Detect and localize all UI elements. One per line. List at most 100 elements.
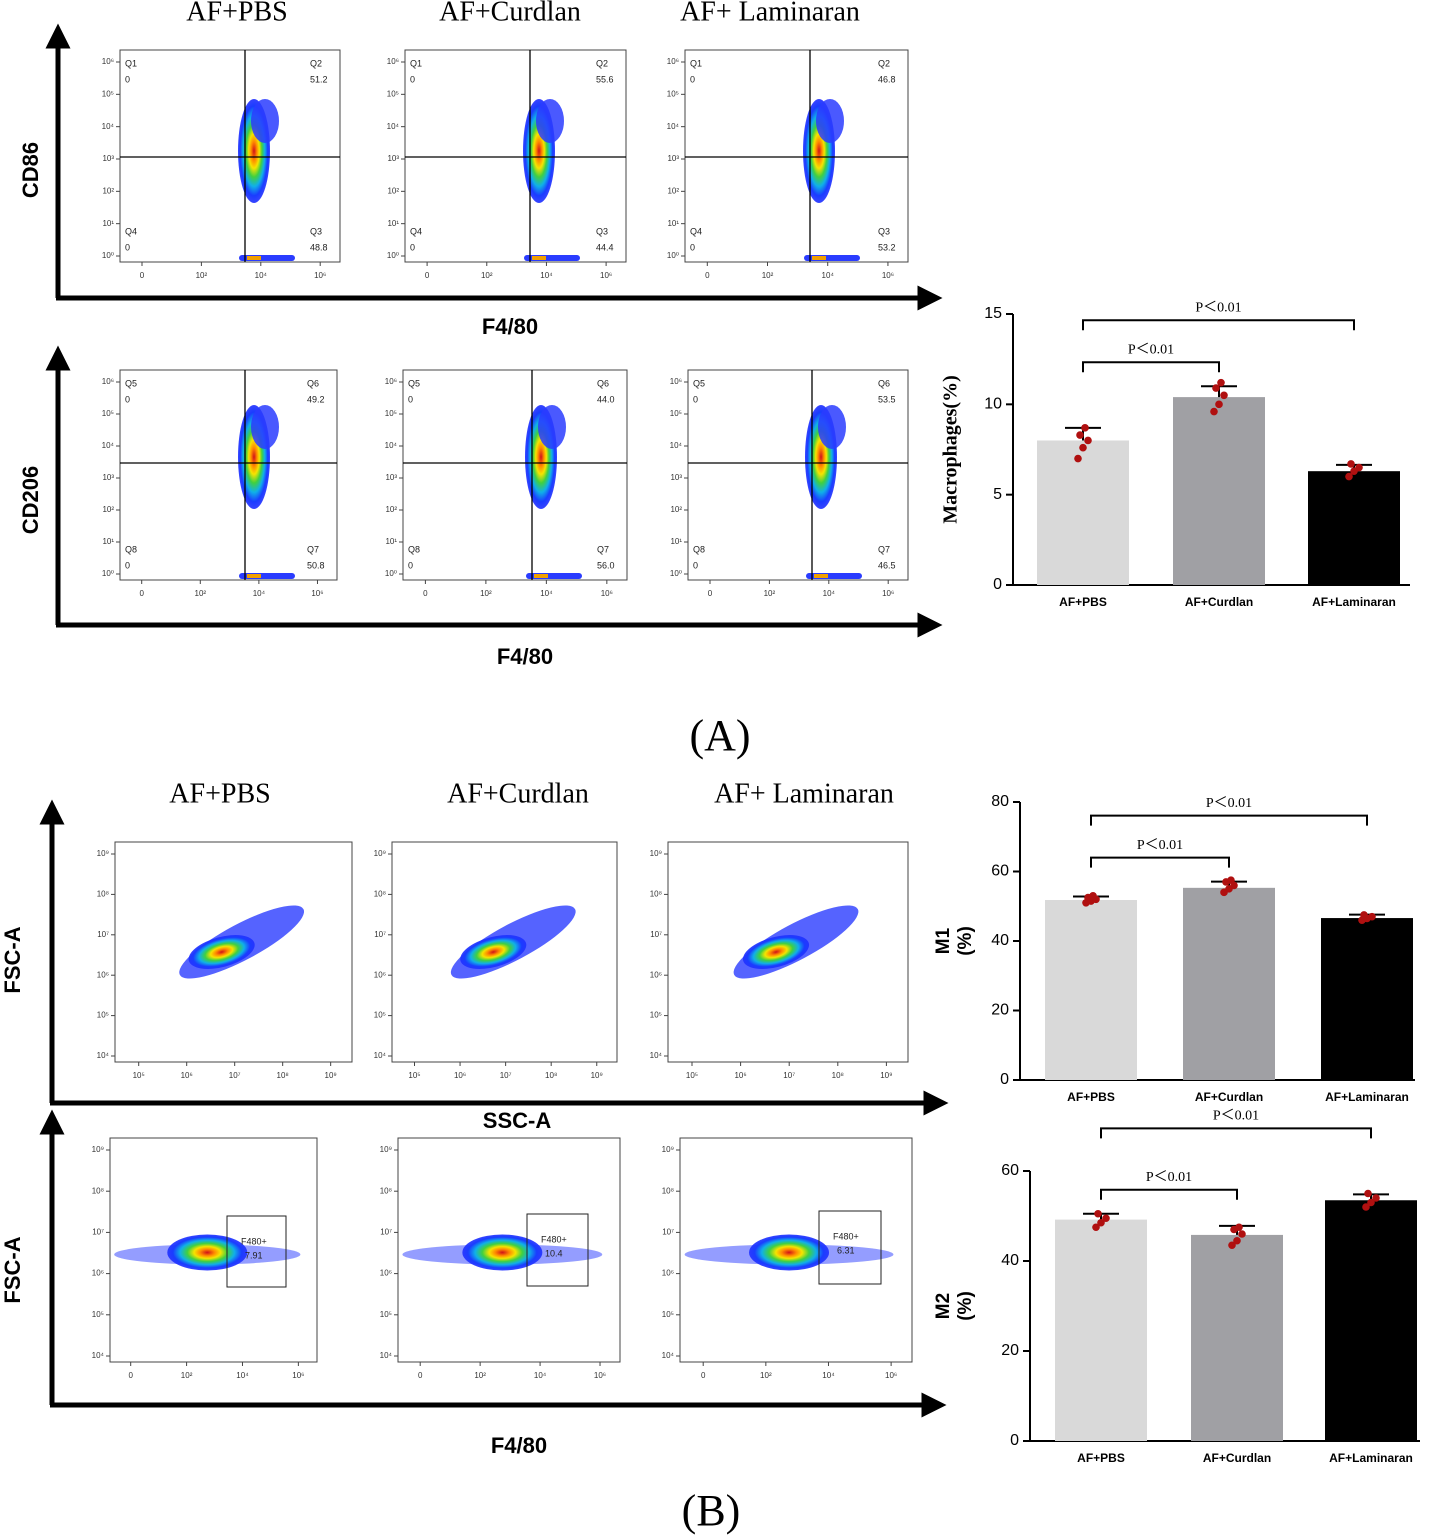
y-tick-label: 10⁰ [670, 569, 682, 578]
quadrant-value: 53.2 [878, 242, 896, 252]
quadrant-value: 46.5 [878, 560, 896, 570]
data-point [1102, 1214, 1110, 1223]
quadrant-name: Q3 [310, 226, 322, 236]
x-tick-label: AF+Curdlan [1195, 1090, 1263, 1104]
y-tick-label: 10⁹ [97, 849, 109, 858]
y-tick-label: 10⁴ [92, 1351, 105, 1360]
y-tick-label: 10⁶ [102, 377, 114, 386]
x-tick-label: AF+Curdlan [1203, 1451, 1271, 1465]
data-point [1092, 1223, 1100, 1232]
x-tick-label: 10⁶ [292, 1371, 304, 1380]
y-tick-label: 80 [991, 793, 1009, 810]
y-tick-label: 10⁷ [92, 1228, 104, 1237]
y-tick-label: 10² [102, 505, 114, 514]
x-tick-label: 10⁴ [236, 1371, 249, 1380]
x-tick-label: 0 [128, 1371, 133, 1380]
plot-frame [402, 369, 628, 581]
quadrant-name: Q2 [310, 58, 322, 68]
data-point [1094, 1209, 1102, 1218]
quadrant-value: 44.0 [597, 394, 615, 404]
data-point [1212, 384, 1220, 392]
bar [1191, 1234, 1283, 1441]
bar [1308, 471, 1400, 585]
y-tick-label: 10⁵ [667, 89, 679, 98]
bar [1183, 887, 1275, 1080]
x-tick-label: 10⁴ [823, 589, 836, 598]
y-tick-label: 10⁰ [102, 569, 114, 578]
x-tick-label: 0 [701, 1371, 706, 1380]
quadrant-name: Q5 [408, 378, 420, 388]
y-tick-label: 10⁴ [650, 1051, 663, 1060]
group-title: AF+ Laminaran [714, 778, 894, 809]
density-blob [188, 935, 255, 969]
data-point [1368, 912, 1376, 921]
y-tick-label: 10⁶ [650, 970, 662, 979]
y-tick-label: 10⁸ [380, 1186, 392, 1195]
y-tick-label: 10¹ [667, 219, 679, 228]
y-tick-label: 10¹ [387, 219, 399, 228]
density-strip [534, 574, 548, 578]
x-tick-label: 10⁸ [832, 1071, 844, 1080]
y-tick-label: 10⁵ [650, 1011, 662, 1020]
y-tick-label: 10³ [102, 154, 114, 163]
x-tick-label: 10² [181, 1371, 193, 1380]
y-tick-label: 10⁰ [667, 251, 679, 260]
y-axis-label: CD206 [18, 466, 43, 534]
quadrant-value: 48.8 [310, 242, 328, 252]
x-tick-label: 10⁷ [500, 1071, 512, 1080]
quadrant-name: Q1 [125, 58, 137, 68]
quadrant-name: Q7 [597, 544, 609, 554]
y-tick-label: 10⁰ [102, 251, 114, 260]
bar [1045, 899, 1137, 1080]
y-axis-label: CD86 [18, 142, 43, 198]
y-tick-label: 10⁹ [650, 849, 662, 858]
x-tick-label: AF+PBS [1077, 1451, 1125, 1465]
y-tick-label: 20 [1001, 1342, 1019, 1359]
y-tick-label: 10⁵ [387, 89, 399, 98]
x-axis-label: F4/80 [482, 314, 538, 339]
y-tick-label: 10² [670, 505, 682, 514]
x-tick-label: 0 [705, 271, 710, 280]
group-title: AF+Curdlan [447, 778, 589, 809]
y-tick-label: 10⁴ [670, 441, 683, 450]
x-tick-label: 10⁸ [545, 1071, 557, 1080]
density-blob [816, 99, 844, 143]
significance-bracket [1100, 1188, 1238, 1200]
y-axis-label: M2 [933, 1293, 954, 1319]
significance-label: P＜0.01 [1146, 1170, 1192, 1185]
y-tick-label: 0 [1000, 1071, 1009, 1088]
plot-frame [119, 369, 338, 581]
x-tick-label: 10⁶ [601, 589, 613, 598]
data-point [1215, 400, 1223, 409]
plot-frame [679, 1137, 913, 1363]
quadrant-name: Q5 [693, 378, 705, 388]
y-tick-label: 10⁴ [387, 122, 400, 131]
x-axis-label: SSC-A [483, 1108, 552, 1133]
y-tick-label: 10⁵ [670, 409, 682, 418]
x-tick-label: 10⁵ [408, 1071, 420, 1080]
quadrant-value: 46.8 [878, 74, 896, 84]
y-axis-label: M1 [933, 927, 954, 954]
significance-label: P＜0.01 [1213, 1109, 1259, 1124]
y-tick-label: 10⁶ [92, 1269, 104, 1278]
y-tick-label: 10⁵ [380, 1310, 392, 1319]
y-tick-label: 10⁷ [650, 930, 662, 939]
data-point [1364, 1189, 1372, 1198]
gate-name: F480+ [541, 1234, 567, 1244]
quadrant-value: 0 [690, 242, 695, 252]
quadrant-name: Q7 [307, 544, 319, 554]
x-tick-label: 10⁵ [686, 1071, 698, 1080]
y-tick-label: 10² [385, 505, 397, 514]
x-tick-label: 0 [140, 271, 145, 280]
gate-name: F480+ [241, 1236, 267, 1246]
y-tick-label: 10¹ [670, 537, 682, 546]
quadrant-value: 0 [690, 74, 695, 84]
y-tick-label: 10¹ [102, 537, 114, 546]
quadrant-name: Q4 [690, 226, 702, 236]
y-tick-label: 10⁶ [667, 57, 679, 66]
y-tick-label: 10⁵ [374, 1011, 386, 1020]
y-tick-label: 10⁵ [92, 1310, 104, 1319]
x-tick-label: 10⁴ [255, 271, 268, 280]
density-strip [247, 256, 261, 260]
quadrant-name: Q5 [125, 378, 137, 388]
